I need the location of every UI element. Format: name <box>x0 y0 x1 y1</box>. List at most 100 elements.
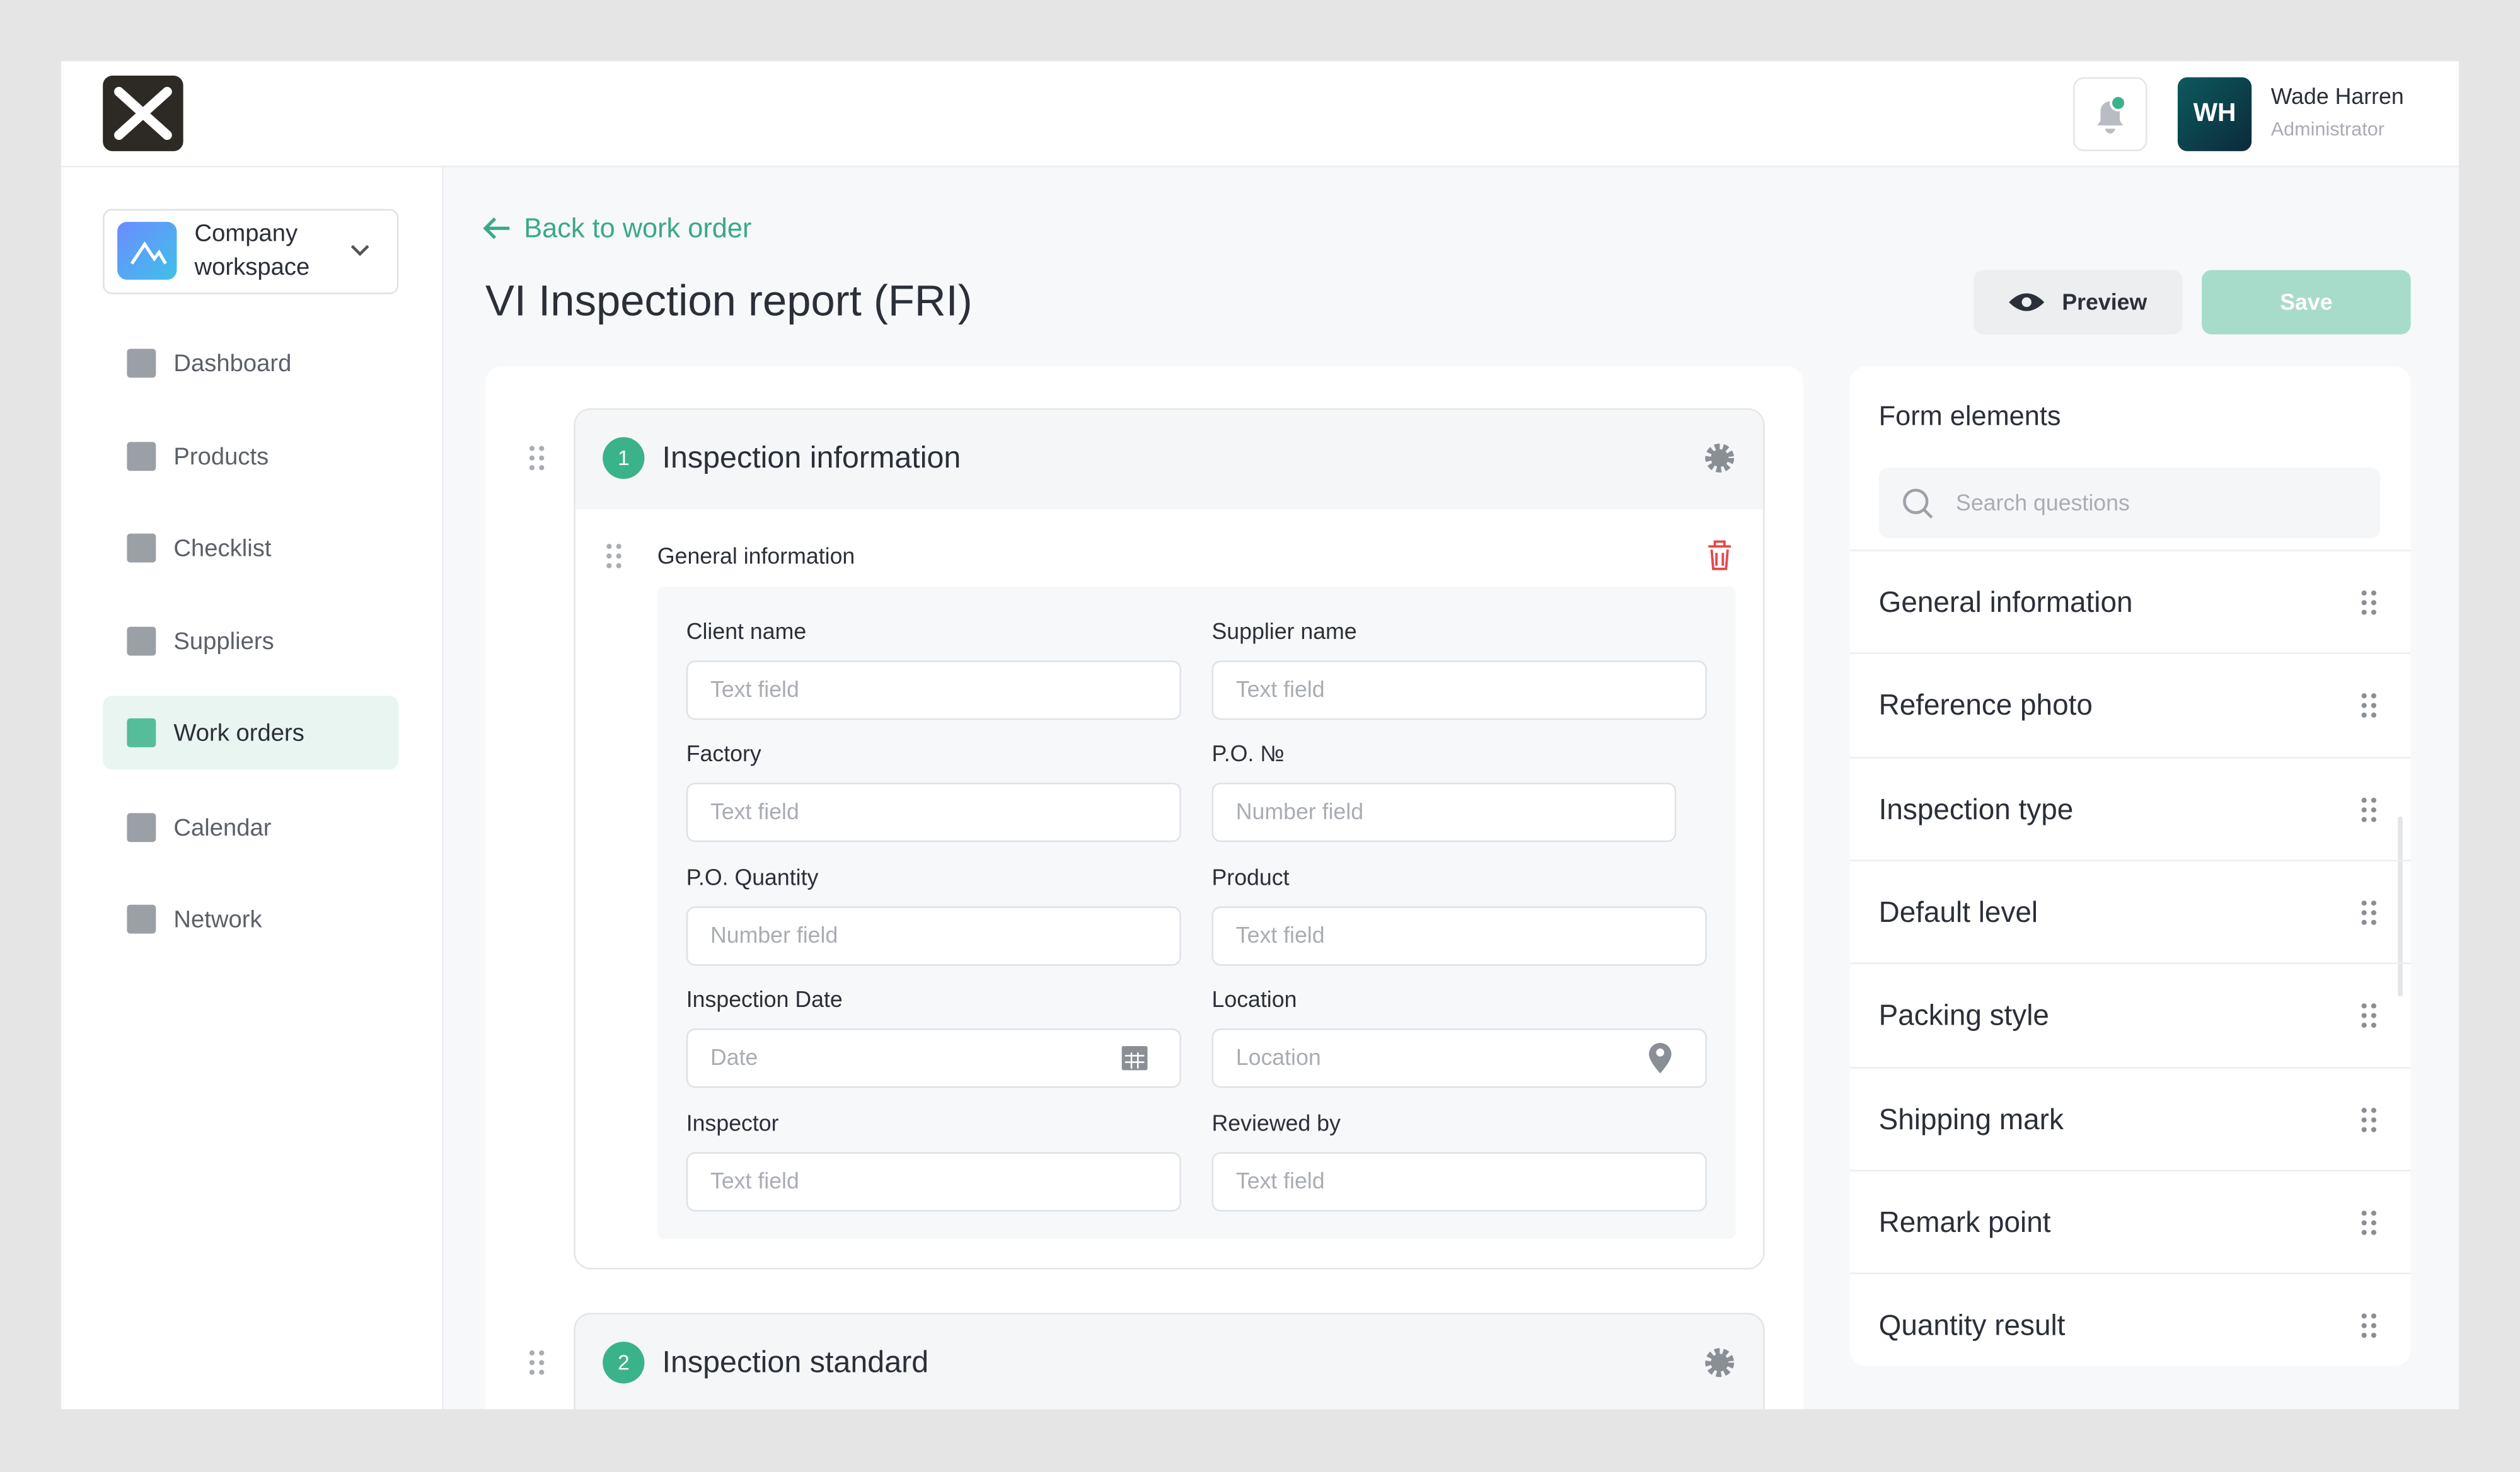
delete-icon[interactable] <box>1708 540 1731 570</box>
drag-dot <box>2361 1210 2367 1216</box>
drag-dot <box>529 1360 535 1366</box>
drag-dot <box>2371 1003 2377 1009</box>
drag-dot <box>539 1360 545 1366</box>
input-field[interactable] <box>686 1028 1182 1088</box>
drag-dot <box>2371 1013 2377 1018</box>
drag-dot <box>2371 1210 2377 1216</box>
drag-dot <box>539 465 545 471</box>
form-element-item[interactable]: Reference photo <box>1879 688 2093 721</box>
nav-icon <box>127 442 156 471</box>
section-number-badge <box>603 437 645 480</box>
user-role: Administrator <box>2271 118 2384 140</box>
drag-dot <box>2361 1013 2367 1018</box>
back-link[interactable]: Back to work order <box>524 213 751 243</box>
form-element-item[interactable]: General information <box>1879 585 2133 618</box>
drag-dot <box>2361 1003 2367 1009</box>
app: WH Wade Harren Administrator Company wor… <box>61 61 2459 1410</box>
section-number-badge <box>603 1342 645 1384</box>
drag-dot <box>2371 797 2377 803</box>
field-label: Inspection Date <box>686 987 843 1012</box>
drag-dot <box>2361 590 2367 596</box>
nav-item[interactable]: Checklist <box>173 534 271 561</box>
drag-dot <box>2361 1313 2367 1319</box>
eye-pupil <box>2021 297 2032 308</box>
nav-item[interactable]: Calendar <box>173 814 271 841</box>
settings-icon[interactable] <box>1705 443 1735 473</box>
input-field[interactable] <box>686 1152 1182 1212</box>
drag-dot <box>2371 712 2377 718</box>
drag-dot <box>2371 900 2377 906</box>
drag-dot <box>616 553 621 559</box>
drag-dot <box>2361 1323 2367 1328</box>
field-label: Factory <box>686 741 761 766</box>
drag-dot <box>539 455 545 461</box>
nav-item[interactable]: Products <box>173 443 269 470</box>
drag-dot <box>2361 807 2367 813</box>
drag-dot <box>2361 703 2367 708</box>
drag-dot <box>529 455 535 461</box>
drag-dot <box>616 544 621 549</box>
input-placeholder: Text field <box>710 677 799 702</box>
drag-dot <box>2371 590 2377 596</box>
avatar[interactable] <box>2177 77 2252 151</box>
input-field[interactable] <box>1211 906 1707 966</box>
field-label: Inspector <box>686 1110 779 1136</box>
nav-icon <box>127 348 156 378</box>
input-field[interactable] <box>686 906 1182 966</box>
form-element-item[interactable]: Packing style <box>1879 998 2049 1031</box>
drag-dot <box>2361 817 2367 822</box>
avatar-initials: WH <box>2193 98 2236 127</box>
workspace-name: Company workspace <box>194 220 310 282</box>
search-placeholder: Search questions <box>1956 490 2130 515</box>
section-card <box>574 1313 1765 1410</box>
drag-dot <box>606 563 612 568</box>
input-field[interactable] <box>1211 660 1707 720</box>
input-field[interactable] <box>686 782 1182 842</box>
input-field[interactable] <box>1211 1028 1707 1088</box>
form-element-item[interactable]: Inspection type <box>1879 793 2074 825</box>
panel-title: Form elements <box>1879 401 2061 432</box>
nav-active-bg[interactable] <box>103 696 399 770</box>
drag-dot <box>2371 910 2377 916</box>
drag-dot <box>539 1350 545 1356</box>
drag-dot <box>2371 1229 2377 1235</box>
nav-item[interactable]: Suppliers <box>173 628 274 655</box>
input-placeholder: Text field <box>710 799 799 824</box>
nav-item[interactable]: Network <box>173 906 262 933</box>
field-label: Product <box>1212 865 1290 890</box>
drag-dot <box>529 1350 535 1356</box>
drag-dot <box>2361 919 2367 925</box>
drag-dot <box>2361 712 2367 718</box>
form-element-item[interactable]: Quantity result <box>1879 1308 2066 1341</box>
form-element-item[interactable]: Shipping mark <box>1879 1103 2064 1136</box>
save-button[interactable] <box>2202 270 2411 335</box>
preview-button[interactable] <box>1974 270 2183 335</box>
settings-icon-hub <box>1711 449 1729 467</box>
input-placeholder: Number field <box>710 923 838 948</box>
input-field[interactable] <box>686 660 1182 720</box>
drag-dot <box>2371 1220 2377 1226</box>
settings-icon-hub <box>1711 1354 1729 1372</box>
nav-item[interactable]: Work orders <box>173 720 304 747</box>
drag-dot <box>529 1369 535 1375</box>
drag-dot <box>2361 609 2367 615</box>
input-field[interactable] <box>1211 1152 1707 1212</box>
drag-dot <box>2361 693 2367 699</box>
drag-dot <box>529 446 535 451</box>
workspace-selector[interactable] <box>103 209 399 294</box>
nav-item[interactable]: Dashboard <box>173 350 291 377</box>
drag-dot <box>2371 919 2377 925</box>
location-icon <box>1649 1043 1672 1074</box>
drag-dot <box>2371 1108 2377 1113</box>
field-label: Reviewed by <box>1212 1110 1341 1136</box>
search-box[interactable] <box>1878 468 2381 539</box>
drag-dot <box>2361 1332 2367 1338</box>
chevron-icon <box>350 244 369 256</box>
drag-dot <box>2361 1220 2367 1226</box>
form-element-item[interactable]: Remark point <box>1879 1205 2051 1238</box>
form-element-item[interactable]: Default level <box>1879 895 2038 928</box>
input-field[interactable] <box>1211 782 1677 842</box>
back-arrow <box>483 217 510 239</box>
nav-icon <box>127 533 156 563</box>
